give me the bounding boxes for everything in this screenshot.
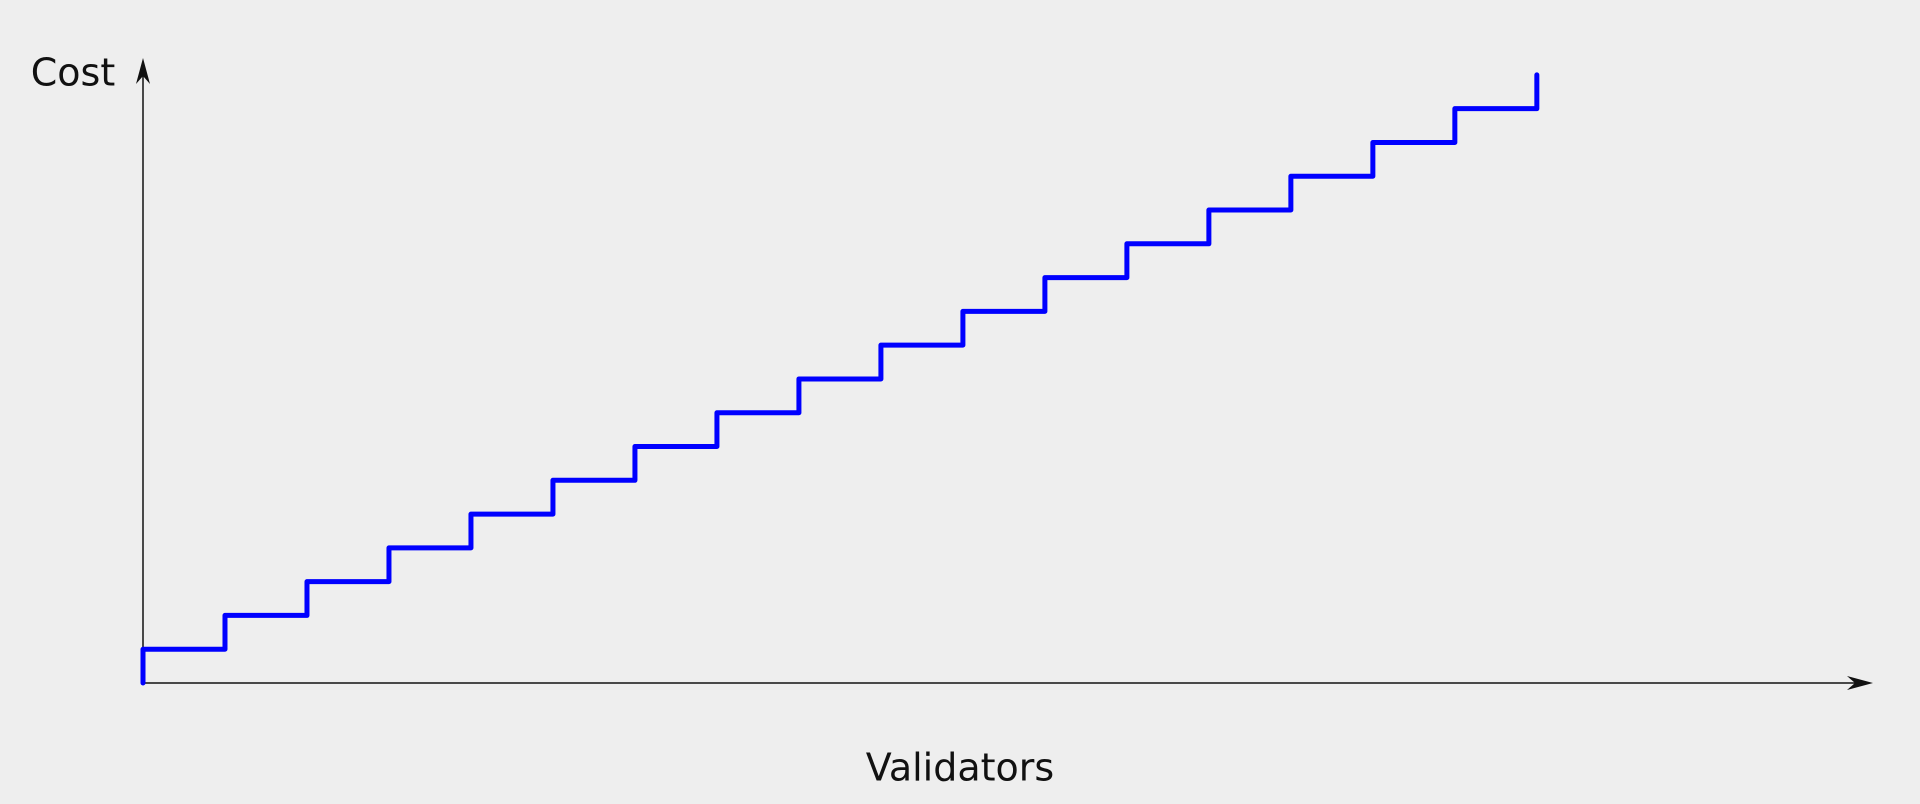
y-axis-label: Cost bbox=[31, 51, 115, 95]
x-axis-arrow bbox=[1847, 676, 1873, 690]
y-axis-arrow bbox=[136, 58, 150, 84]
step-line bbox=[140, 72, 1540, 686]
x-axis-label: Validators bbox=[866, 746, 1054, 790]
